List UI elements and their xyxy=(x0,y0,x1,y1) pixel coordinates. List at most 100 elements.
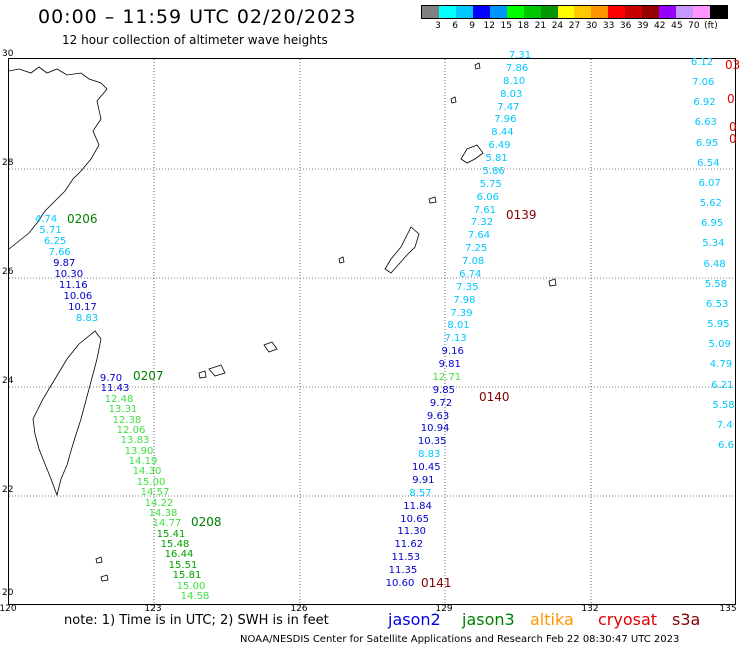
legend-label: 27 xyxy=(569,21,580,31)
wave-height-value: 7.86 xyxy=(506,64,528,74)
wave-height-value: 9.72 xyxy=(430,399,452,409)
legend-swatch xyxy=(642,6,659,18)
wave-height-value: 9.87 xyxy=(53,259,75,269)
legend-label: 39 xyxy=(637,21,648,31)
wave-height-value: 7.08 xyxy=(462,257,484,267)
wave-height-value: 6.25 xyxy=(44,237,66,247)
legend-swatch xyxy=(541,6,558,18)
wave-height-value: 6.49 xyxy=(488,141,510,151)
altimeter-map: 4.74 5.71 6.25 7.66 9.87 10.30 11.16 10.06 10.17… xyxy=(8,58,736,605)
wave-height-value: 8.03 xyxy=(500,90,522,100)
wave-height-value: 8.83 xyxy=(76,314,98,324)
legend-swatch xyxy=(659,6,676,18)
pass-time-label: 0140 xyxy=(479,391,510,403)
wave-height-value: 11.35 xyxy=(389,566,418,576)
wave-height-value: 11.84 xyxy=(403,502,432,512)
wave-height-value: 11.16 xyxy=(59,281,88,291)
wave-height-value: 10.35 xyxy=(418,437,447,447)
wave-height-value: 6.53 xyxy=(706,300,728,310)
wave-height-value: 9.16 xyxy=(442,347,464,357)
legend-label: 33 xyxy=(603,21,614,31)
wave-height-value: 7.39 xyxy=(450,309,472,319)
legend-swatch xyxy=(422,6,439,18)
legend-swatch xyxy=(456,6,473,18)
legend-swatch xyxy=(490,6,507,18)
legend-swatch xyxy=(693,6,710,18)
wave-height-value: 8.10 xyxy=(503,77,525,87)
wave-height-value: 10.94 xyxy=(421,424,450,434)
wave-height-value: 11.30 xyxy=(397,527,426,537)
wave-height-value: 7.98 xyxy=(453,296,475,306)
wave-height-value: 7.25 xyxy=(465,244,487,254)
wave-height-value: 4.74 xyxy=(35,215,57,225)
satellite-jason3: jason3 xyxy=(462,610,515,629)
wave-height-value: 10.45 xyxy=(412,463,441,473)
legend-label: 45 xyxy=(671,21,682,31)
wave-height-value: 10.30 xyxy=(54,270,83,280)
footer-note: note: 1) Time is in UTC; 2) SWH is in fe… xyxy=(64,613,329,628)
wave-height-legend: 3 6 9 12 15 18 21 24 27 30 33 36 39 42 45 70 (ft) xyxy=(421,5,728,33)
wave-height-value: 7.66 xyxy=(49,248,71,258)
pass-time-label: 03 xyxy=(725,59,740,71)
wave-height-value: 9.81 xyxy=(439,360,461,370)
wave-height-value: 10.60 xyxy=(386,579,415,589)
lon-label: 135 xyxy=(719,604,736,614)
wave-height-value: 10.65 xyxy=(400,515,429,525)
wave-height-value: 5.86 xyxy=(483,167,505,177)
legend-label: 12 xyxy=(483,21,494,31)
wave-height-value: 7.13 xyxy=(444,334,466,344)
footer-credit: NOAA/NESDIS Center for Satellite Applica… xyxy=(240,634,679,645)
pass-time-label: 0141 xyxy=(421,577,452,589)
legend-labels: 3 6 9 12 15 18 21 24 27 30 33 36 39 42 45 70 (ft) xyxy=(421,19,728,33)
wave-height-value: 7.61 xyxy=(474,206,496,216)
wave-height-value: 6.74 xyxy=(459,270,481,280)
wave-height-value: 8.83 xyxy=(418,450,440,460)
wave-height-value: 8.44 xyxy=(491,128,513,138)
legend-label: 21 xyxy=(535,21,546,31)
legend-swatch xyxy=(591,6,608,18)
legend-label: 42 xyxy=(654,21,665,31)
wave-height-value: 5.71 xyxy=(39,226,61,236)
map-subtitle: 12 hour collection of altimeter wave hei… xyxy=(62,33,328,47)
lat-label: 24 xyxy=(2,376,13,386)
graticule xyxy=(9,59,737,606)
legend-label: 15 xyxy=(501,21,512,31)
wave-height-value: 5.34 xyxy=(702,239,724,249)
legend-swatch xyxy=(524,6,541,18)
legend-label: 3 xyxy=(435,21,441,31)
wave-height-value: 6.92 xyxy=(693,98,715,108)
wave-height-value: 5.75 xyxy=(480,180,502,190)
wave-height-value: 11.53 xyxy=(392,553,421,563)
legend-label: 18 xyxy=(518,21,529,31)
wave-height-value: 7.32 xyxy=(471,218,493,228)
legend-swatch xyxy=(574,6,591,18)
wave-height-value: 5.58 xyxy=(705,280,727,290)
wave-height-value: 7.47 xyxy=(497,103,519,113)
wave-height-value: 12.71 xyxy=(433,373,462,383)
lat-label: 26 xyxy=(2,267,13,277)
taiwan-coast xyxy=(33,331,101,495)
legend-label: 70 xyxy=(688,21,699,31)
wave-height-value: 7.64 xyxy=(468,231,490,241)
wave-height-value: 10.06 xyxy=(64,292,93,302)
map-title: 00:00 – 11:59 UTC 02/20/2023 xyxy=(38,6,356,28)
wave-height-value: 7.96 xyxy=(494,115,516,125)
pass-time-label: 0208 xyxy=(191,516,222,528)
satellite-cryosat: cryosat xyxy=(598,610,657,629)
legend-label: 24 xyxy=(552,21,563,31)
amami-island xyxy=(461,145,483,163)
wave-height-value: 7.31 xyxy=(509,51,531,61)
legend-label: 30 xyxy=(586,21,597,31)
wave-height-value: 8.01 xyxy=(447,321,469,331)
wave-height-value: 5.62 xyxy=(700,199,722,209)
wave-height-value: 10.17 xyxy=(68,303,97,313)
satellite-s3a: s3a xyxy=(672,610,700,629)
wave-height-value: 9.63 xyxy=(427,412,449,422)
map-canvas xyxy=(9,59,737,606)
legend-label: 9 xyxy=(469,21,475,31)
wave-height-value: 5.81 xyxy=(485,154,507,164)
wave-height-value: 8.57 xyxy=(409,489,431,499)
lon-label: 120 xyxy=(0,604,17,614)
wave-height-value: 11.62 xyxy=(394,540,423,550)
wave-height-value: 7.4 xyxy=(717,421,733,431)
